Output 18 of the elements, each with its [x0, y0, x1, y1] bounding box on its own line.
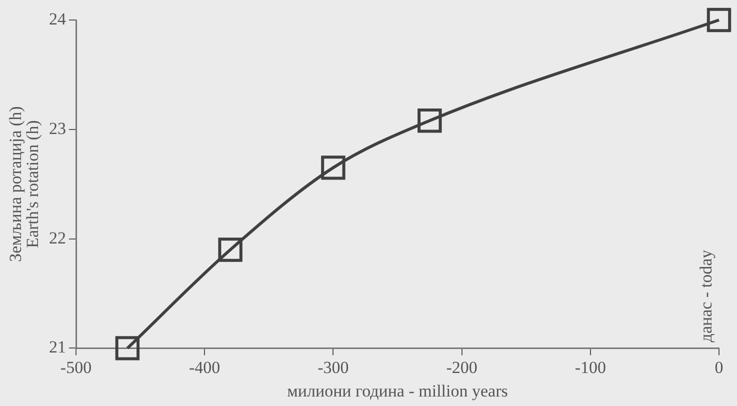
x-tick-label: 0 [714, 358, 724, 377]
point [115, 336, 140, 360]
point [706, 8, 732, 32]
x-tick-label: -100 [574, 358, 606, 377]
y-tick-label: 21 [49, 338, 66, 357]
x-tick-label: -300 [318, 358, 349, 377]
x-tick-label: -200 [446, 358, 478, 377]
x-tick-label: -400 [189, 358, 220, 377]
point [321, 156, 346, 180]
y-tick-label: 23 [49, 118, 66, 138]
y-axis-title: Земљина ротација (h) Earth's rotation (h) [6, 106, 42, 262]
point [418, 108, 442, 133]
y-tick-label: 22 [49, 228, 66, 248]
x-axis-title: милиони година - million years [287, 381, 508, 400]
x-tick-label: -500 [60, 358, 92, 377]
point [218, 238, 242, 262]
y-tick-label: 24 [49, 9, 66, 28]
annotation: данас - today [696, 249, 716, 342]
